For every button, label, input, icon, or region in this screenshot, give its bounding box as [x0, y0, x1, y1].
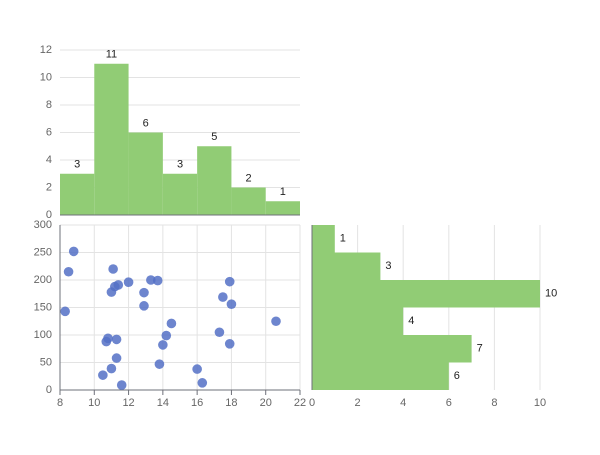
scatter-x-tick-label: 18 [225, 397, 237, 409]
scatter-point [106, 363, 117, 374]
scatter-point [224, 276, 235, 287]
right-histogram-bar [312, 280, 540, 308]
scatter-point [98, 370, 108, 380]
right-histogram-data-label: 3 [385, 260, 391, 272]
scatter-point [101, 336, 112, 347]
top-histogram-data-label: 3 [177, 159, 183, 171]
top-histogram-y-tick-label: 8 [46, 99, 52, 111]
right-histogram-bar [312, 307, 404, 335]
scatter-panel: 0 50 100 150 200 250 300 8 10 12 14 16 18 20 22 [34, 219, 306, 409]
right-histogram-bar [312, 225, 335, 253]
top-histogram-y-tick-label: 4 [46, 154, 52, 166]
top-histogram-y-tick-label: 6 [46, 126, 52, 138]
right-histogram-bar [312, 252, 381, 280]
right-histogram-x-tick-label: 4 [400, 397, 406, 409]
top-histogram-bar [265, 201, 300, 215]
scatter-point [60, 306, 70, 317]
scatter-x-tick-label: 10 [88, 397, 100, 409]
scatter-y-tick-label: 300 [34, 219, 52, 231]
scatter-point [152, 275, 163, 286]
right-histogram-x-tick-label: 10 [534, 397, 546, 409]
right-histogram-x-tick-label: 8 [491, 397, 497, 409]
scatter-x-tick-label: 8 [57, 397, 63, 409]
right-histogram-x-tick-label: 6 [446, 397, 452, 409]
scatter-point [146, 275, 156, 285]
top-histogram-data-label: 6 [143, 117, 149, 129]
top-histogram-data-label: 11 [106, 49, 117, 61]
top-histogram-y-tick-label: 0 [46, 209, 52, 221]
scatter-point [158, 340, 168, 350]
scatter-y-tick-label: 150 [34, 301, 52, 313]
scatter-x-tick-label: 20 [260, 397, 272, 409]
scatter-y-tick-label: 200 [34, 274, 52, 286]
top-histogram-bar [94, 63, 129, 215]
right-histogram-panel: 0 2 4 6 8 10 6 7 4 10 3 1 [309, 225, 557, 409]
scatter-point [192, 364, 202, 374]
top-histogram-y-tick-label: 10 [40, 71, 52, 83]
scatter-point [214, 327, 225, 338]
right-histogram-data-label: 7 [477, 343, 483, 355]
scatter-point [218, 292, 228, 302]
scatter-y-tick-label: 0 [46, 384, 52, 396]
scatter-point [106, 287, 117, 297]
scatter-point [139, 301, 149, 311]
top-histogram-bar [231, 187, 266, 215]
top-histogram-bar [162, 173, 198, 215]
scatter-point [116, 380, 127, 390]
right-histogram-data-label: 1 [340, 233, 346, 245]
top-histogram-y-tick-label: 2 [46, 181, 52, 193]
scatter-point [271, 316, 281, 327]
top-histogram-panel: 0 2 4 6 8 10 12 3 11 6 3 5 2 1 [40, 44, 300, 221]
top-histogram-bar [60, 173, 95, 215]
scatter-point [108, 264, 118, 274]
scatter-point [161, 330, 172, 341]
scatter-point [113, 280, 124, 290]
right-histogram-data-label: 10 [545, 288, 557, 300]
top-histogram-data-label: 5 [211, 131, 217, 143]
scatter-y-tick-label: 250 [34, 246, 52, 258]
scatter-point [226, 299, 237, 310]
scatter-x-tick-label: 16 [191, 397, 203, 409]
right-histogram-data-label: 6 [454, 370, 460, 382]
scatter-point [139, 287, 149, 298]
top-histogram-bar [197, 146, 232, 215]
top-histogram-data-label: 2 [246, 172, 252, 184]
right-histogram-bar [312, 335, 472, 363]
top-histogram-data-label: 1 [280, 186, 286, 198]
scatter-x-tick-label: 22 [294, 397, 306, 409]
scatter-y-tick-label: 100 [34, 329, 52, 341]
scatter-point [111, 353, 122, 363]
scatter-point [63, 266, 74, 277]
scatter-point [123, 277, 134, 288]
scatter-point [197, 378, 208, 388]
right-histogram-x-tick-label: 0 [309, 397, 315, 409]
top-histogram-bar [128, 132, 163, 215]
scatter-point [166, 318, 177, 329]
scatter-x-tick-label: 12 [122, 397, 134, 409]
scatter-y-tick-label: 50 [40, 356, 52, 368]
scatter-point [111, 334, 122, 345]
scatter-point [224, 339, 235, 349]
scatter-x-tick-label: 14 [157, 397, 169, 409]
scatter-point [68, 246, 79, 257]
top-histogram-data-label: 3 [74, 159, 80, 171]
right-histogram-x-tick-label: 2 [355, 397, 361, 409]
scatter-point [154, 359, 165, 369]
right-histogram-data-label: 4 [408, 315, 414, 327]
top-histogram-y-tick-label: 12 [40, 44, 52, 56]
right-histogram-bar [312, 362, 449, 390]
